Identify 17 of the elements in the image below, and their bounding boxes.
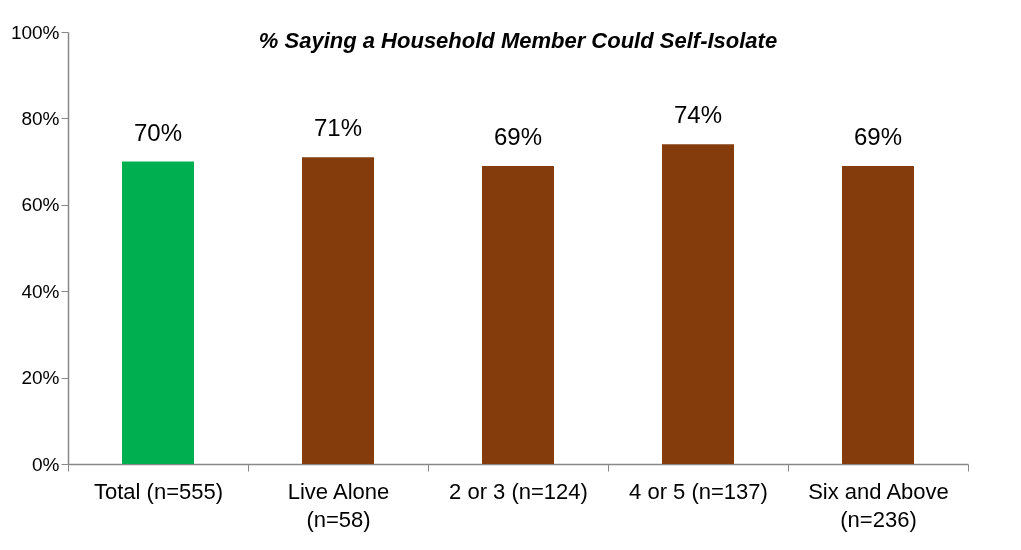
x-tick-label: Live Alone (n=58) xyxy=(287,478,390,532)
y-tick-label: 80% xyxy=(21,107,60,129)
x-tick-label: Six and Above (n=236) xyxy=(808,478,949,532)
data-label: 69% xyxy=(493,122,543,150)
x-tick-label: Total (n=555) xyxy=(93,478,224,504)
x-tick-label: 2 or 3 (n=124) xyxy=(449,478,588,504)
y-tick-label: 20% xyxy=(21,367,60,389)
data-label: 69% xyxy=(853,122,903,150)
y-tick-label: 60% xyxy=(21,194,60,216)
chart-title: % Saying a Household Member Could Self-Isolate xyxy=(258,28,778,53)
y-tick-label: 0% xyxy=(32,453,60,475)
y-tick-label: 100% xyxy=(10,21,60,43)
data-label: 71% xyxy=(313,114,363,142)
data-label: 74% xyxy=(673,101,723,129)
data-label: 70% xyxy=(133,118,183,146)
x-tick-label: 4 or 5 (n=137) xyxy=(629,478,768,504)
y-tick-label: 40% xyxy=(21,280,60,302)
